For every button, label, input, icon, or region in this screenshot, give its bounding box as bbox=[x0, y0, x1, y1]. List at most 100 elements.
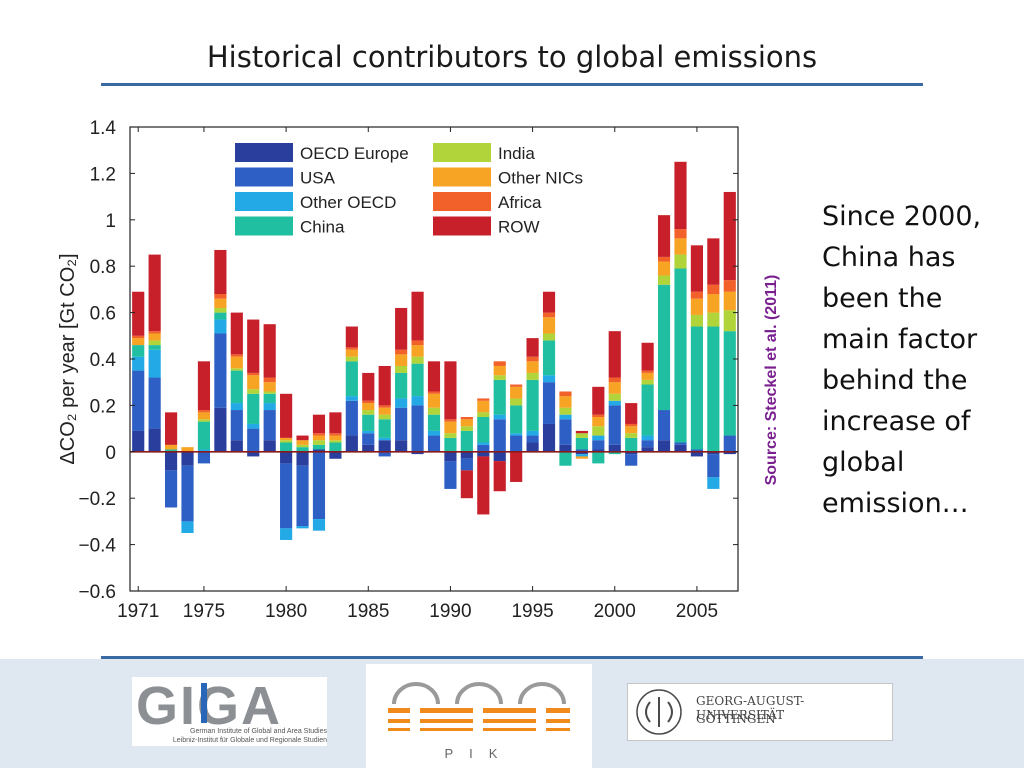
bar-segment-1982-africa bbox=[312, 433, 326, 436]
bar-segment-1982-usa bbox=[312, 451, 326, 520]
bar-segment-2007-oecd-europe bbox=[723, 451, 736, 455]
bar-segment-1995-oecd-europe bbox=[526, 442, 539, 452]
bar-segment-1993-other-oecd bbox=[493, 414, 506, 420]
bar-segment-1985-africa bbox=[362, 400, 375, 404]
bar-segment-1992-usa bbox=[477, 444, 490, 452]
bar-segment-1983-india bbox=[329, 440, 342, 443]
bar-segment-1989-row bbox=[427, 361, 441, 392]
bar-segment-1995-other-nics bbox=[526, 361, 539, 373]
bar-segment-1973-row bbox=[165, 412, 178, 445]
bar-segment-2001-china bbox=[625, 437, 638, 452]
bar-segment-1972-other-nics bbox=[148, 333, 161, 341]
legend-label-china: China bbox=[300, 218, 345, 237]
bar-segment-1989-other-oecd bbox=[427, 430, 441, 436]
bar-segment-1978-africa bbox=[247, 372, 260, 376]
legend-label-row: ROW bbox=[498, 218, 540, 237]
bar-segment-1976-india bbox=[214, 307, 227, 313]
legend-swatch-other-oecd bbox=[235, 192, 293, 211]
bar-segment-1992-other-nics bbox=[477, 400, 490, 413]
bar-segment-1993-other-nics bbox=[493, 365, 506, 376]
bar-segment-2007-africa bbox=[723, 280, 736, 292]
bar-segment-1980-row bbox=[280, 393, 293, 438]
bar-segment-1988-india bbox=[411, 356, 424, 364]
x-tick-label: 2000 bbox=[594, 601, 636, 622]
bar-segment-1980-other-oecd bbox=[280, 528, 293, 540]
bar-segment-1973-china bbox=[165, 449, 178, 452]
bar-segment-1993-china bbox=[493, 379, 506, 415]
bar-segment-2006-other-oecd bbox=[707, 477, 720, 489]
bar-segment-1978-other-nics bbox=[247, 375, 260, 390]
pik-logo-graphic bbox=[388, 682, 570, 734]
bar-segment-2007-other-nics bbox=[723, 291, 736, 311]
bar-segment-1985-oecd-europe bbox=[362, 444, 375, 452]
bar-segment-1975-other-nics bbox=[197, 412, 211, 420]
bar-segment-1995-usa bbox=[526, 435, 539, 443]
goettingen-seal-icon bbox=[636, 689, 682, 735]
bar-segment-1987-oecd-europe bbox=[395, 440, 408, 452]
legend-label-africa: Africa bbox=[498, 193, 542, 212]
bar-segment-1977-row bbox=[230, 312, 243, 355]
legend-swatch-china bbox=[235, 216, 293, 236]
bar-segment-1989-africa bbox=[427, 391, 441, 394]
bar-segment-1973-oecd-europe bbox=[165, 451, 178, 471]
bar-segment-2001-row bbox=[625, 403, 638, 424]
bar-segment-1972-oecd-europe bbox=[148, 428, 161, 452]
x-tick-label: 1990 bbox=[429, 601, 471, 622]
bar-segment-1991-other-nics bbox=[460, 419, 473, 427]
bar-segment-1990-china bbox=[444, 437, 457, 452]
bar-segment-2005-row bbox=[690, 245, 703, 292]
bar-segment-1974-usa bbox=[181, 465, 194, 522]
bar-segment-1989-usa bbox=[427, 435, 441, 452]
legend-label-other-nics: Other NICs bbox=[498, 169, 583, 188]
giga-logo-letters: GIGA bbox=[136, 676, 283, 736]
bar-segment-1989-china bbox=[427, 414, 441, 431]
bar-segment-1994-china bbox=[510, 405, 523, 434]
y-tick-label: 1.2 bbox=[90, 164, 116, 185]
bar-segment-1988-row bbox=[411, 291, 424, 341]
legend-swatch-usa bbox=[235, 167, 293, 187]
slide-title: Historical contributors to global emissi… bbox=[206, 40, 818, 74]
bar-segment-1997-india bbox=[559, 407, 572, 415]
bar-segment-1981-usa bbox=[296, 465, 309, 527]
bar-segment-2003-row bbox=[657, 215, 671, 257]
bar-segment-1984-other-oecd bbox=[345, 396, 358, 401]
title-divider bbox=[101, 83, 923, 86]
legend-label-oecd-europe: OECD Europe bbox=[300, 144, 409, 163]
bar-segment-1987-india bbox=[395, 365, 408, 373]
bar-segment-1993-africa bbox=[493, 361, 506, 366]
bar-segment-1986-usa bbox=[378, 451, 391, 457]
bar-segment-1975-other-oecd bbox=[197, 449, 211, 452]
legend-label-other-oecd: Other OECD bbox=[300, 193, 396, 212]
bar-segment-1992-india bbox=[477, 412, 490, 417]
bar-segment-1990-india bbox=[444, 433, 457, 438]
y-tick-label: −0.2 bbox=[78, 489, 116, 510]
bar-segment-2000-india bbox=[608, 393, 621, 401]
bar-segment-1998-usa bbox=[575, 449, 588, 452]
bar-segment-1985-india bbox=[362, 410, 375, 415]
bar-segment-1976-usa bbox=[214, 333, 227, 408]
bar-segment-1985-usa bbox=[362, 433, 375, 445]
bar-segment-1991-row bbox=[460, 470, 473, 499]
giga-logo-line2: Leibniz-Institut für Globale und Regiona… bbox=[172, 737, 327, 744]
bar-segment-2002-row bbox=[641, 342, 654, 371]
bar-segment-1989-other-nics bbox=[427, 393, 441, 408]
footer-divider bbox=[101, 656, 923, 659]
bar-segment-1997-africa bbox=[559, 391, 572, 397]
bar-segment-1990-usa bbox=[444, 461, 457, 489]
y-tick-label: 0 bbox=[105, 443, 116, 464]
legend-label-india: India bbox=[498, 144, 535, 163]
y-tick-label: 1.4 bbox=[90, 118, 117, 139]
bar-segment-2001-usa bbox=[625, 454, 638, 466]
bar-segment-2001-india bbox=[625, 433, 638, 438]
bar-segment-1999-row bbox=[592, 386, 605, 415]
bar-segment-1989-india bbox=[427, 407, 441, 415]
bar-segment-1992-row bbox=[477, 456, 490, 515]
bar-segment-1979-china bbox=[263, 393, 276, 404]
bar-segment-1998-other-oecd bbox=[575, 454, 588, 457]
bar-segment-1972-africa bbox=[148, 331, 161, 334]
bar-segment-1993-oecd-europe bbox=[493, 451, 506, 462]
bar-segment-2006-india bbox=[707, 312, 720, 327]
pik-logo-label: PIK bbox=[444, 746, 514, 761]
x-tick-label: 1975 bbox=[183, 601, 225, 622]
